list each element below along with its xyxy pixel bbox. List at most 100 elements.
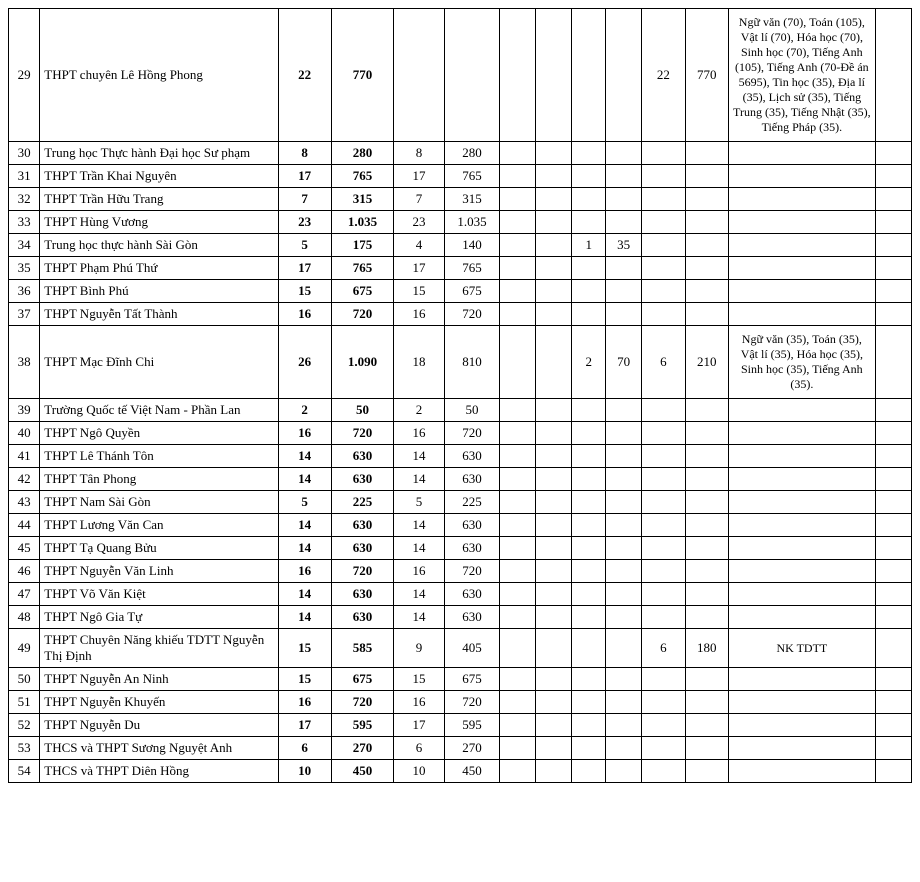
cell-col_b: 630 bbox=[331, 583, 394, 606]
cell-col_a: 16 bbox=[278, 303, 331, 326]
cell-idx: 45 bbox=[9, 537, 40, 560]
cell-col_i bbox=[642, 737, 685, 760]
cell-col_d: 630 bbox=[444, 583, 499, 606]
cell-name: THPT Ngô Quyền bbox=[40, 422, 278, 445]
cell-col_h: 35 bbox=[606, 234, 642, 257]
cell-col_i: 6 bbox=[642, 629, 685, 668]
table-row: 37THPT Nguyễn Tất Thành1672016720 bbox=[9, 303, 912, 326]
cell-col_c: 16 bbox=[394, 422, 445, 445]
cell-note: Ngữ văn (35), Toán (35), Vật lí (35), Hó… bbox=[728, 326, 875, 399]
table-row: 39Trường Quốc tế Việt Nam - Phần Lan2502… bbox=[9, 399, 912, 422]
cell-col_e bbox=[500, 211, 536, 234]
cell-col_j bbox=[685, 691, 728, 714]
cell-name: THCS và THPT Sương Nguyệt Anh bbox=[40, 737, 278, 760]
cell-col_g bbox=[572, 491, 606, 514]
cell-col_d: 450 bbox=[444, 760, 499, 783]
cell-note bbox=[728, 399, 875, 422]
cell-col_c: 15 bbox=[394, 668, 445, 691]
cell-col_j: 770 bbox=[685, 9, 728, 142]
cell-idx: 31 bbox=[9, 165, 40, 188]
cell-col_h bbox=[606, 9, 642, 142]
cell-col_h bbox=[606, 445, 642, 468]
cell-note bbox=[728, 188, 875, 211]
cell-col_i: 6 bbox=[642, 326, 685, 399]
table-row: 42THPT Tân Phong1463014630 bbox=[9, 468, 912, 491]
cell-col_c: 16 bbox=[394, 691, 445, 714]
cell-idx: 37 bbox=[9, 303, 40, 326]
cell-col_z bbox=[875, 606, 911, 629]
cell-col_j bbox=[685, 399, 728, 422]
cell-col_i bbox=[642, 606, 685, 629]
cell-name: THPT Nguyễn Tất Thành bbox=[40, 303, 278, 326]
cell-col_h bbox=[606, 422, 642, 445]
cell-col_b: 280 bbox=[331, 142, 394, 165]
cell-col_z bbox=[875, 468, 911, 491]
cell-col_c: 7 bbox=[394, 188, 445, 211]
cell-col_b: 630 bbox=[331, 468, 394, 491]
cell-name: THPT Chuyên Năng khiếu TDTT Nguyễn Thị Đ… bbox=[40, 629, 278, 668]
cell-col_c: 6 bbox=[394, 737, 445, 760]
cell-col_e bbox=[500, 668, 536, 691]
cell-col_a: 26 bbox=[278, 326, 331, 399]
cell-note bbox=[728, 668, 875, 691]
cell-note bbox=[728, 234, 875, 257]
cell-name: THPT Lương Văn Can bbox=[40, 514, 278, 537]
cell-col_e bbox=[500, 9, 536, 142]
cell-col_g bbox=[572, 303, 606, 326]
cell-col_d: 810 bbox=[444, 326, 499, 399]
cell-note bbox=[728, 211, 875, 234]
cell-col_z bbox=[875, 737, 911, 760]
cell-col_f bbox=[536, 468, 572, 491]
cell-col_h bbox=[606, 583, 642, 606]
cell-note bbox=[728, 280, 875, 303]
cell-col_d: 720 bbox=[444, 422, 499, 445]
cell-col_j bbox=[685, 491, 728, 514]
table-row: 36THPT Bình Phú1567515675 bbox=[9, 280, 912, 303]
cell-col_b: 595 bbox=[331, 714, 394, 737]
cell-col_f bbox=[536, 629, 572, 668]
cell-col_g bbox=[572, 445, 606, 468]
cell-idx: 47 bbox=[9, 583, 40, 606]
table-row: 35THPT Phạm Phú Thứ1776517765 bbox=[9, 257, 912, 280]
cell-col_a: 14 bbox=[278, 445, 331, 468]
cell-col_g bbox=[572, 668, 606, 691]
table-row: 47THPT Võ Văn Kiệt1463014630 bbox=[9, 583, 912, 606]
cell-col_e bbox=[500, 737, 536, 760]
cell-note bbox=[728, 422, 875, 445]
cell-col_c: 18 bbox=[394, 326, 445, 399]
cell-col_z bbox=[875, 491, 911, 514]
cell-col_z bbox=[875, 560, 911, 583]
cell-col_z bbox=[875, 691, 911, 714]
cell-col_a: 23 bbox=[278, 211, 331, 234]
cell-col_c: 9 bbox=[394, 629, 445, 668]
cell-col_i bbox=[642, 560, 685, 583]
cell-col_b: 765 bbox=[331, 257, 394, 280]
cell-col_h bbox=[606, 211, 642, 234]
cell-col_a: 2 bbox=[278, 399, 331, 422]
cell-col_a: 10 bbox=[278, 760, 331, 783]
cell-col_i: 22 bbox=[642, 9, 685, 142]
cell-col_h bbox=[606, 760, 642, 783]
cell-name: THPT Tạ Quang Bửu bbox=[40, 537, 278, 560]
cell-col_c: 14 bbox=[394, 445, 445, 468]
cell-col_i bbox=[642, 211, 685, 234]
cell-col_f bbox=[536, 560, 572, 583]
table-row: 44THPT Lương Văn Can1463014630 bbox=[9, 514, 912, 537]
cell-col_z bbox=[875, 303, 911, 326]
table-row: 45THPT Tạ Quang Bửu1463014630 bbox=[9, 537, 912, 560]
cell-col_j bbox=[685, 234, 728, 257]
cell-col_h bbox=[606, 491, 642, 514]
cell-col_e bbox=[500, 606, 536, 629]
cell-col_d: 765 bbox=[444, 257, 499, 280]
cell-idx: 51 bbox=[9, 691, 40, 714]
cell-col_h bbox=[606, 560, 642, 583]
cell-col_i bbox=[642, 422, 685, 445]
cell-col_b: 630 bbox=[331, 606, 394, 629]
cell-col_g bbox=[572, 257, 606, 280]
cell-col_b: 720 bbox=[331, 422, 394, 445]
cell-col_g bbox=[572, 629, 606, 668]
cell-col_b: 585 bbox=[331, 629, 394, 668]
table-row: 43THPT Nam Sài Gòn52255225 bbox=[9, 491, 912, 514]
cell-col_j bbox=[685, 468, 728, 491]
cell-col_i bbox=[642, 760, 685, 783]
